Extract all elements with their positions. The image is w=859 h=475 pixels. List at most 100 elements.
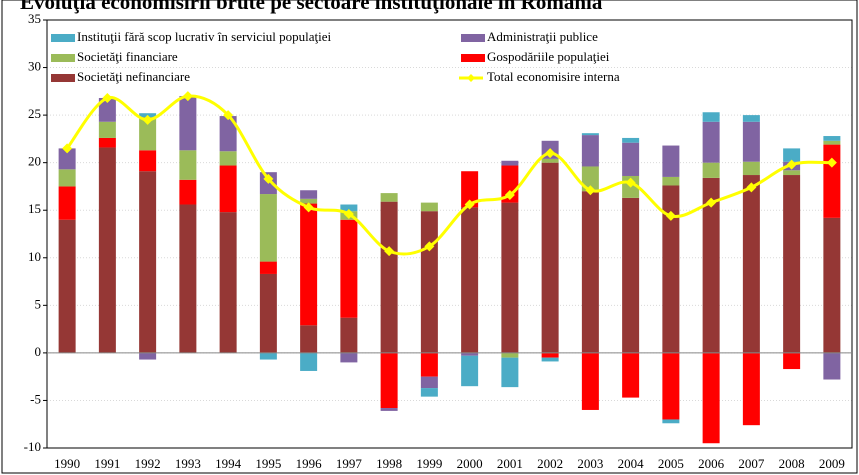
x-tick-label: 1995: [255, 456, 281, 471]
bar-segment: [581, 133, 599, 136]
legend-label: Total economisire interna: [487, 69, 620, 84]
legend-label: Societăţi nefinanciare: [77, 69, 190, 84]
x-tick-label: 1997: [336, 456, 363, 471]
bar-segment: [702, 352, 720, 444]
bar-segment: [622, 142, 640, 176]
legend-swatch: [51, 74, 75, 82]
y-tick-label: -10: [24, 439, 41, 454]
x-tick-label: 2001: [497, 456, 523, 471]
bar-segment: [139, 171, 157, 353]
line-marker: [746, 182, 757, 193]
line-marker: [585, 185, 596, 196]
x-tick-label: 2000: [457, 456, 483, 471]
bar-segment: [420, 388, 438, 397]
bar-segment: [179, 150, 197, 180]
x-tick-label: 1998: [376, 456, 402, 471]
y-tick-label: 15: [28, 201, 41, 216]
line-marker: [343, 209, 354, 220]
x-tick-label: 2005: [658, 456, 684, 471]
bar-segment: [581, 191, 599, 353]
y-tick-label: -5: [30, 391, 41, 406]
x-tick-label: 1993: [175, 456, 201, 471]
line-marker: [545, 148, 556, 159]
bar-segment: [662, 145, 680, 177]
bar-segment: [340, 352, 358, 363]
bar-segment: [702, 177, 720, 353]
bar-segment: [300, 352, 318, 371]
bar-segment: [461, 171, 479, 208]
line-marker: [223, 110, 234, 121]
y-tick-label: 25: [28, 106, 41, 121]
bar-segment: [98, 137, 116, 148]
bar-segment: [702, 162, 720, 178]
x-tick-label: 2007: [738, 456, 765, 471]
x-tick-label: 1996: [296, 456, 323, 471]
bar-segment: [622, 137, 640, 143]
bar-segment: [98, 121, 116, 138]
bar-segment: [823, 217, 841, 353]
y-tick-label: 35: [28, 11, 41, 26]
y-tick-label: 30: [28, 59, 41, 74]
y-tick-label: 20: [28, 154, 41, 169]
bar-segment: [702, 112, 720, 122]
bar-segment: [340, 204, 358, 212]
bar-segment: [742, 121, 760, 162]
line-marker: [464, 199, 475, 210]
bar-segment: [420, 352, 438, 377]
line-marker: [625, 177, 636, 188]
x-tick-label: 2004: [618, 456, 645, 471]
bar-segment: [501, 352, 519, 358]
bar-segment: [742, 161, 760, 176]
bar-segment: [340, 317, 358, 353]
bar-segment: [662, 419, 680, 424]
x-tick-label: 1990: [54, 456, 80, 471]
bar-segment: [98, 147, 116, 353]
bar-segment: [742, 175, 760, 353]
bar-segment: [783, 148, 801, 162]
bar-segment: [622, 352, 640, 398]
line-marker: [182, 91, 193, 102]
x-tick-label: 2009: [819, 456, 845, 471]
line-marker: [303, 202, 314, 213]
bar-segment: [742, 115, 760, 122]
legend-label: Administraţii publice: [487, 29, 598, 44]
bar-segment: [742, 352, 760, 426]
bar-segment: [300, 203, 318, 326]
line-marker: [786, 159, 797, 170]
bar-segment: [300, 325, 318, 353]
bar-segment: [501, 202, 519, 353]
x-tick-label: 2003: [577, 456, 603, 471]
bar-segment: [501, 160, 519, 166]
bar-segment: [662, 176, 680, 186]
bar-segment: [541, 357, 559, 362]
line-marker: [263, 173, 274, 184]
line-marker: [665, 210, 676, 221]
bar-segment: [219, 116, 237, 152]
bar-segment: [219, 165, 237, 213]
y-tick-label: 0: [35, 344, 42, 359]
bar-segment: [581, 135, 599, 167]
bar-segment: [581, 352, 599, 410]
bar-segment: [259, 261, 277, 274]
bar-segment: [58, 148, 76, 170]
x-tick-label: 2002: [537, 456, 563, 471]
legend-swatch: [461, 54, 485, 62]
bar-segment: [179, 179, 197, 205]
x-tick-label: 2006: [698, 456, 725, 471]
line-marker: [384, 246, 395, 257]
bar-segment: [461, 207, 479, 353]
bar-segment: [662, 352, 680, 420]
bar-segment: [783, 352, 801, 370]
bar-segment: [98, 97, 116, 122]
bar-segment: [420, 376, 438, 389]
bar-segment: [581, 166, 599, 192]
bar-segment: [259, 194, 277, 262]
x-tick-label: 1994: [215, 456, 242, 471]
bar-segment: [179, 96, 197, 151]
bar-segment: [823, 140, 841, 145]
bar-segment: [783, 170, 801, 176]
bar-segment: [380, 201, 398, 353]
bar-segment: [340, 219, 358, 318]
